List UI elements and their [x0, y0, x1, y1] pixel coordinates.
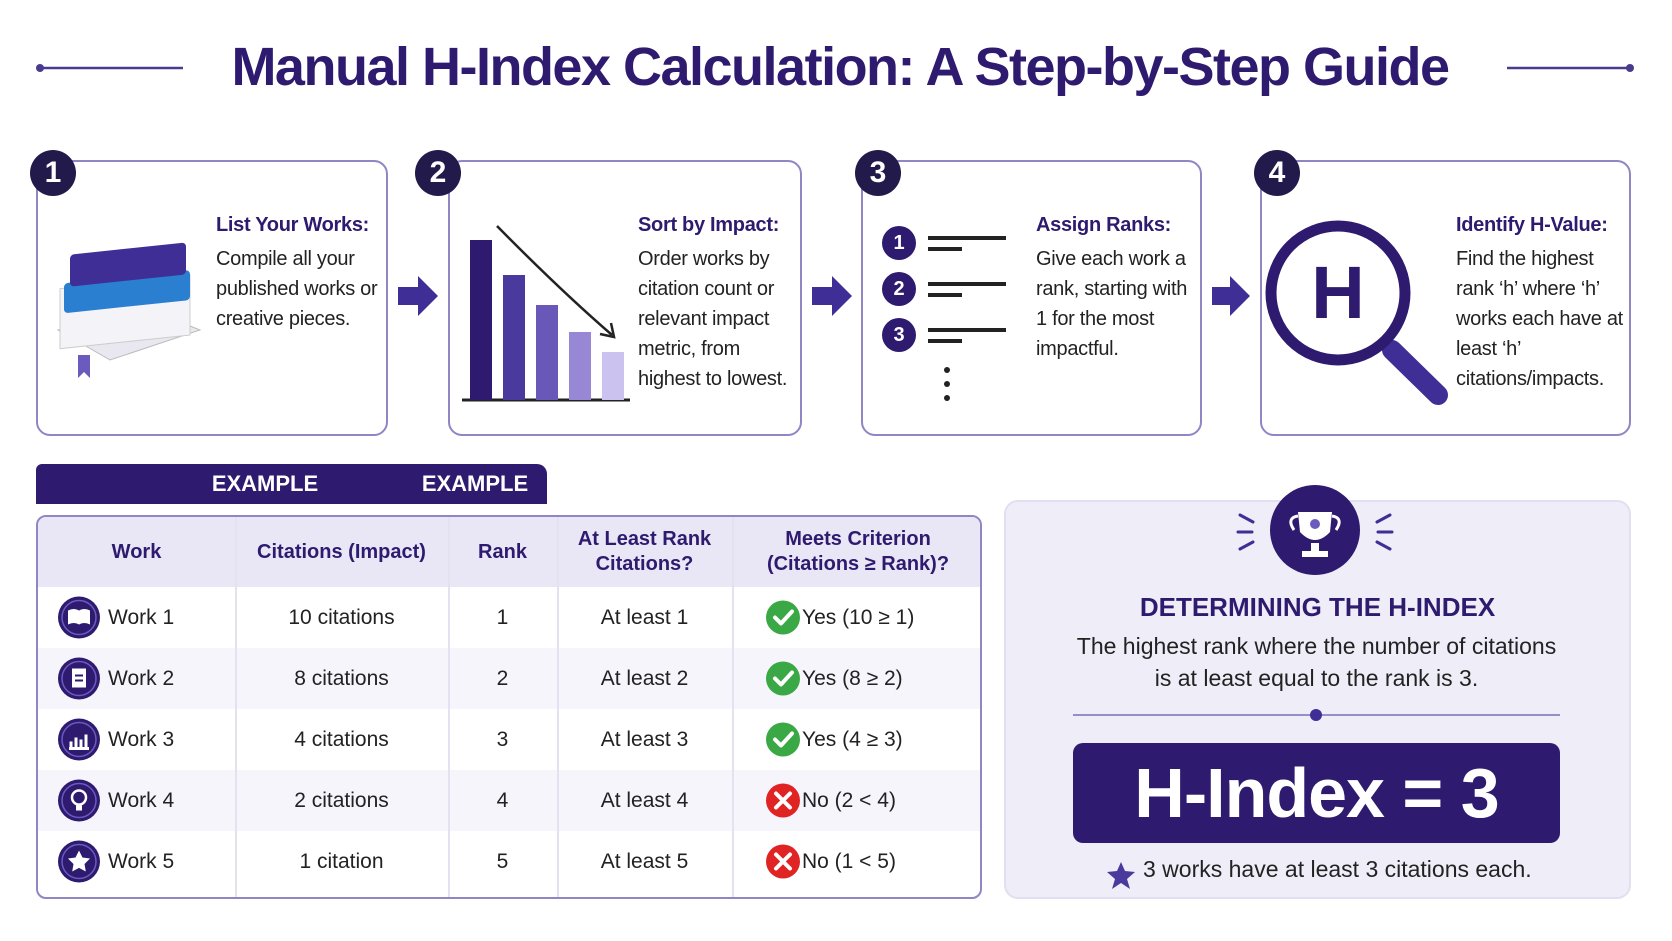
table-row [38, 831, 980, 892]
step-text: Give each work a rank, starting with 1 f… [1036, 248, 1188, 360]
table-row [38, 709, 980, 770]
step-text: Compile all your published works or crea… [216, 248, 378, 330]
step-heading: Sort by Impact: [638, 214, 780, 236]
step-heading: Identify H-Value: [1456, 214, 1608, 236]
h-index-value: H-Index = 3 [1134, 754, 1499, 832]
magnifier-label: H [1311, 251, 1365, 334]
step-icons [56, 220, 1448, 405]
step-arrows [398, 276, 1250, 316]
result-heading: DETERMINING THE H-INDEX [1139, 592, 1496, 622]
table-header-cell: Work [111, 540, 162, 563]
table-cell: 8 citations [294, 666, 389, 690]
step-heading: List Your Works: [216, 214, 370, 236]
column-divider [235, 517, 237, 897]
table-cell: At least 2 [600, 666, 689, 690]
table-header-cell: At Least Rank Citations? [577, 528, 712, 575]
example-tab: EXAMPLE [211, 471, 319, 496]
table-cell: Yes (8 ≥ 2) [802, 666, 903, 690]
table-row [38, 648, 980, 709]
row-icons [58, 779, 800, 822]
table-cell: At least 5 [600, 849, 689, 873]
table-header-cell: Citations (Impact) [257, 540, 426, 563]
example-tab-bar [36, 464, 547, 504]
table-cell: 4 citations [294, 727, 389, 751]
row-icons [58, 718, 800, 761]
table-header-row [38, 517, 980, 587]
row-icons [58, 840, 800, 883]
table-cell: Yes (10 ≥ 1) [802, 605, 915, 629]
table-cell: Yes (4 ≥ 3) [802, 727, 903, 751]
table-cell: 1 citation [299, 849, 384, 873]
table-cell: At least 3 [600, 727, 689, 751]
table-row [38, 770, 980, 831]
list-icon [882, 226, 1006, 401]
title: Manual H-Index Calculation: A Step-by-St… [231, 37, 1450, 97]
list-number: 3 [893, 324, 905, 346]
step-text: Find the highest rank ‘h’ where ‘h’ work… [1456, 248, 1623, 390]
table-cell: 10 citations [288, 605, 395, 629]
list-number: 2 [893, 278, 905, 300]
table-row [38, 587, 980, 648]
table-cell: 5 [496, 849, 509, 873]
result-text: The highest rank where the number of cit… [1076, 633, 1557, 691]
step-number: 4 [1254, 150, 1300, 196]
bar-chart-icon [462, 225, 630, 402]
row-icons [58, 596, 800, 639]
table-cell: 4 [496, 788, 509, 812]
table-cell: Work 5 [108, 849, 175, 873]
row-icons [58, 657, 800, 700]
table-cell: At least 1 [600, 605, 689, 629]
table-cell: 2 citations [294, 788, 389, 812]
step-number: 3 [855, 150, 901, 196]
magnifier-icon [1265, 220, 1448, 405]
step-number: 2 [415, 150, 461, 196]
table-cell: Work 2 [108, 666, 175, 690]
step-card [861, 160, 1202, 436]
example-table: Work Citations (Impact) Rank At Least Rank … [36, 515, 982, 899]
column-divider [448, 517, 450, 897]
table-cell: No (1 < 5) [802, 849, 896, 873]
books-icon [56, 242, 202, 378]
table-cell: Work 1 [108, 605, 175, 629]
example-tab: EXAMPLE [421, 471, 529, 496]
table-cell: No (2 < 4) [802, 788, 896, 812]
column-divider [557, 517, 559, 897]
column-divider [732, 517, 734, 897]
table-cell: Work 4 [108, 788, 175, 812]
table-cell: 1 [496, 605, 509, 629]
step-number: 1 [30, 150, 76, 196]
table-cell: Work 3 [108, 727, 175, 751]
table-header-cell: Meets Criterion (Citations ≥ Rank)? [766, 528, 950, 575]
title-rules [36, 64, 1634, 72]
table-cell: 3 [496, 727, 509, 751]
result-note: 3 works have at least 3 citations each. [1143, 856, 1532, 882]
table-cell: 2 [496, 666, 509, 690]
table-header-cell: Rank [478, 540, 527, 563]
table-cell: At least 4 [600, 788, 689, 812]
step-text: Order works by citation count or relevan… [638, 248, 788, 390]
step-heading: Assign Ranks: [1036, 214, 1172, 236]
list-number: 1 [893, 232, 905, 254]
